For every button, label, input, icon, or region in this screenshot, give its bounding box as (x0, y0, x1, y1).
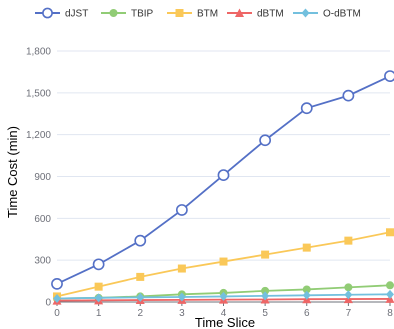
legend-item-tbip[interactable]: TBIP (101, 9, 154, 20)
data-point-o-dbtm (136, 292, 145, 302)
data-point-djst (342, 89, 355, 102)
legend-label: dBTM (257, 9, 284, 20)
data-point-djst (134, 234, 147, 247)
y-tick-label: 600 (34, 214, 51, 225)
legend-label: O-dBTM (323, 9, 361, 20)
data-point-btm (219, 257, 228, 266)
data-point-tbip (261, 286, 270, 295)
data-point-o-dbtm (94, 293, 103, 303)
legend-marker-o-dbtm (301, 8, 310, 18)
data-point-tbip (386, 281, 394, 290)
data-point-djst (217, 169, 230, 182)
legend-marker-djst (42, 7, 53, 19)
data-point-o-dbtm (177, 292, 186, 302)
data-point-djst (175, 204, 188, 216)
x-tick-label: 1 (96, 308, 102, 319)
legend-item-djst[interactable]: dJST (35, 7, 88, 20)
x-tick-label: 7 (346, 308, 352, 319)
series-layer (51, 70, 394, 305)
data-point-o-dbtm (386, 289, 394, 299)
legend-label: TBIP (131, 9, 154, 20)
x-tick-label: 8 (387, 308, 393, 319)
y-tick-label: 1,500 (26, 88, 51, 99)
data-point-tbip (302, 285, 311, 294)
legend-item-o-dbtm[interactable]: O-dBTM (293, 8, 361, 20)
grid-lines (57, 50, 390, 261)
data-point-o-dbtm (219, 291, 228, 301)
series-o-dbtm (53, 289, 394, 304)
data-point-o-dbtm (344, 290, 353, 300)
x-axis-title: Time Slice (195, 315, 255, 329)
legend-label: BTM (197, 9, 218, 20)
legend-item-btm[interactable]: BTM (167, 9, 218, 20)
data-point-o-dbtm (302, 290, 311, 300)
x-tick-label: 3 (179, 308, 185, 319)
data-point-btm (177, 264, 186, 273)
series-djst (51, 70, 394, 290)
data-point-btm (386, 228, 394, 237)
legend-marker-btm (175, 9, 184, 17)
data-point-djst (92, 258, 105, 271)
y-tick-label: 0 (45, 298, 51, 309)
axes: 0 300 600 900 1,200 1,500 1,800 0 1 2 3 4 5 6 7 8 (26, 47, 393, 320)
legend-label: dJST (65, 9, 88, 20)
x-tick-label: 4 (221, 308, 227, 319)
y-tick-label: 900 (34, 172, 51, 183)
data-point-o-dbtm (261, 291, 270, 301)
data-point-dbtm (385, 294, 394, 303)
data-point-btm (302, 243, 311, 252)
y-tick-label: 300 (34, 256, 51, 267)
legend-item-dbtm[interactable]: dBTM (227, 8, 284, 20)
y-tick-label: 1,200 (26, 130, 51, 141)
x-tick-label: 5 (262, 308, 268, 319)
legend-marker-tbip (109, 9, 118, 17)
data-point-btm (344, 236, 353, 245)
y-axis-title: Time Cost (min) (5, 126, 20, 218)
data-point-btm (94, 282, 103, 291)
data-point-btm (261, 250, 270, 259)
data-point-djst (259, 134, 272, 147)
data-point-djst (51, 277, 63, 290)
x-tick-label: 0 (54, 308, 60, 319)
data-point-djst (384, 70, 394, 82)
x-tick-label: 2 (137, 308, 143, 319)
data-point-o-dbtm (53, 294, 61, 304)
y-tick-label: 1,800 (26, 47, 51, 58)
data-point-btm (136, 272, 145, 281)
legend[interactable]: dJST TBIP BTM dBTM O-dBTM (35, 7, 361, 20)
x-tick-label: 6 (304, 308, 310, 319)
legend-marker-dbtm (235, 8, 244, 17)
data-point-tbip (344, 283, 353, 292)
data-point-djst (300, 102, 313, 115)
